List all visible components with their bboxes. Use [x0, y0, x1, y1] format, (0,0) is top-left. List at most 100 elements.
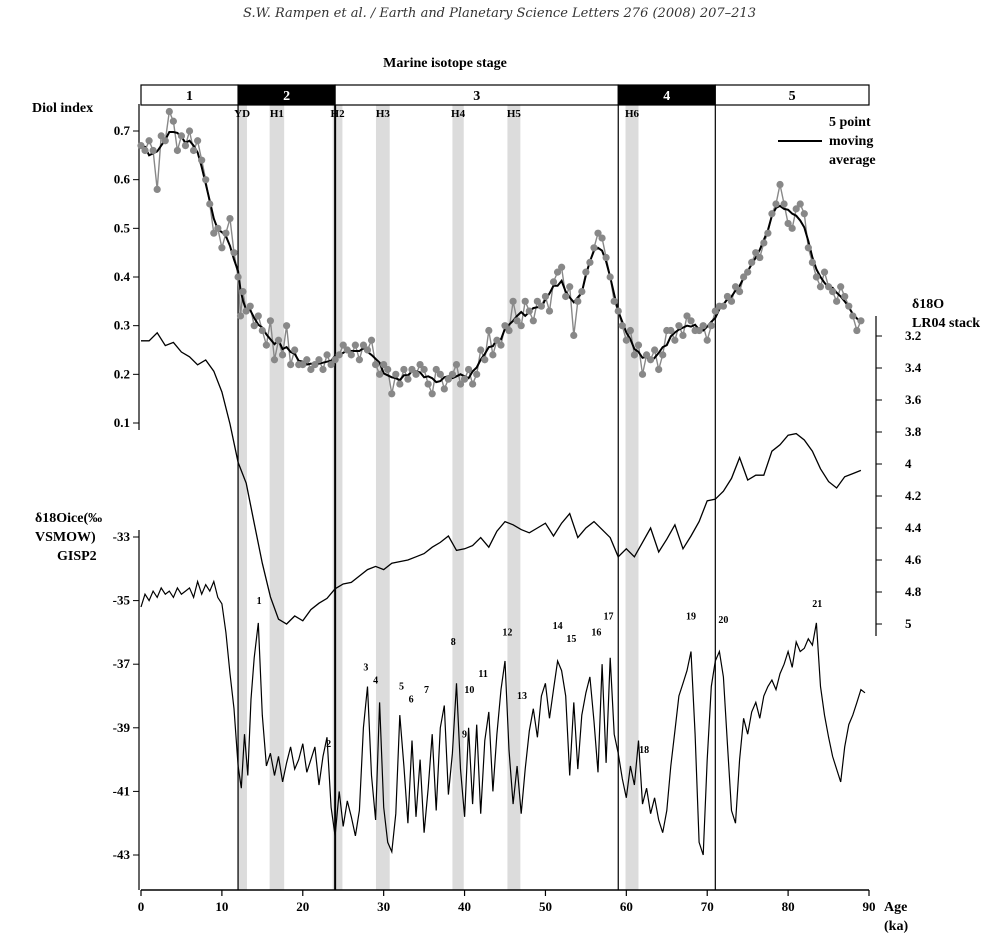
- diol-point: [448, 370, 457, 378]
- diol-point: [723, 292, 732, 301]
- diol-point: [319, 365, 327, 374]
- diol-point: [707, 322, 715, 330]
- interstadial-label-20: 20: [718, 615, 728, 626]
- diol-point: [651, 346, 659, 354]
- diol-point: [553, 268, 562, 276]
- diol-point: [562, 292, 570, 301]
- diol-point: [833, 297, 841, 305]
- diol-tick-label: 0.7: [114, 123, 131, 138]
- interstadial-label-19: 19: [686, 612, 696, 623]
- x-tick-label: 0: [138, 899, 145, 914]
- diol-point: [816, 283, 825, 291]
- diol-point: [497, 341, 505, 349]
- diol-point: [638, 370, 647, 378]
- event-band-h5: [507, 104, 521, 890]
- diol-point: [440, 385, 448, 393]
- diol-point: [687, 317, 695, 325]
- diol-point: [493, 336, 501, 344]
- diol-point: [363, 346, 372, 354]
- gisp2-axis-label-2: VSMOW): [35, 530, 96, 545]
- interstadial-label-1: 1: [257, 596, 262, 607]
- interstadial-label-14: 14: [553, 621, 563, 632]
- diol-point: [659, 351, 667, 359]
- diol-point: [667, 326, 675, 335]
- lr04-tick-label: 3.2: [905, 328, 921, 343]
- diol-point: [416, 361, 424, 369]
- diol-point: [161, 137, 169, 145]
- diol-point: [788, 224, 796, 232]
- diol-point: [570, 331, 578, 339]
- diol-point: [230, 249, 238, 257]
- gisp2-tick-label: -37: [113, 656, 131, 671]
- diol-point: [359, 341, 368, 349]
- lr04-axis-label: δ18O: [912, 297, 944, 312]
- diol-point: [590, 244, 598, 252]
- diol-point: [808, 258, 816, 266]
- lr04-tick-label: 4.2: [905, 488, 921, 503]
- diol-point: [792, 205, 800, 213]
- diol-point: [849, 312, 857, 320]
- diol-point: [291, 346, 299, 354]
- x-tick-label: 30: [377, 899, 390, 914]
- diol-point: [610, 297, 618, 305]
- diol-point: [392, 370, 400, 378]
- interstadial-label-18: 18: [639, 745, 649, 756]
- diol-point: [169, 117, 177, 125]
- diol-point: [210, 229, 218, 237]
- gisp2-tick-label: -33: [113, 529, 131, 544]
- diol-point: [558, 263, 566, 271]
- diol-point: [465, 365, 473, 374]
- lr04-tick-label: 4: [905, 456, 912, 471]
- event-band-h3: [375, 104, 390, 890]
- diol-point: [841, 292, 849, 301]
- event-band-yd: [237, 104, 247, 890]
- x-tick-label: 50: [539, 899, 552, 914]
- diol-point: [165, 107, 173, 116]
- diol-point: [444, 375, 452, 383]
- diol-point: [307, 365, 315, 374]
- diol-point: [262, 341, 270, 349]
- diol-point: [185, 127, 194, 135]
- diol-point: [622, 336, 630, 344]
- chart-title: Marine isotope stage: [383, 56, 507, 71]
- diol-point: [234, 273, 242, 281]
- lr04-line: [141, 331, 862, 625]
- diol-point: [420, 365, 428, 374]
- interstadial-label-15: 15: [566, 634, 576, 645]
- gisp2-tick-label: -41: [113, 783, 130, 798]
- diol-point: [602, 253, 610, 262]
- diol-point: [239, 288, 247, 296]
- diol-point: [853, 326, 861, 335]
- event-label-h1: H1: [270, 108, 284, 120]
- interstadial-label-12: 12: [502, 628, 512, 639]
- diol-point: [198, 156, 206, 164]
- diol-point: [655, 365, 663, 374]
- lr04-tick-label: 3.6: [905, 392, 922, 407]
- diol-point: [618, 322, 626, 330]
- diol-point: [177, 132, 186, 140]
- diol-point: [347, 351, 355, 359]
- axes: 0 10 20 30 40 50 60 70 80 90 Age (ka) 0.1 0.2 0.3 0.4 0.…: [32, 101, 980, 934]
- diol-point: [404, 375, 412, 383]
- diol-point: [206, 200, 214, 208]
- diol-point: [804, 244, 812, 252]
- diol-point: [278, 351, 287, 359]
- diol-tick-label: 0.6: [114, 172, 131, 187]
- diol-point: [545, 307, 554, 315]
- diol-point: [367, 336, 376, 344]
- event-label-h6: H6: [625, 108, 640, 120]
- diol-point: [695, 326, 703, 335]
- diol-point: [671, 336, 679, 344]
- diol-point: [634, 341, 643, 349]
- interstadial-label-6: 6: [409, 694, 414, 705]
- diol-point: [189, 146, 198, 155]
- diol-point: [137, 142, 145, 150]
- event-label-h2: H2: [331, 108, 346, 120]
- lr04-tick-label: 4.8: [905, 584, 922, 599]
- diol-point: [829, 288, 837, 296]
- diol-axis-label: Diol index: [32, 101, 93, 116]
- data-series: [137, 107, 866, 856]
- diol-point: [837, 283, 845, 291]
- diol-point: [428, 390, 436, 398]
- diol-point: [323, 351, 331, 359]
